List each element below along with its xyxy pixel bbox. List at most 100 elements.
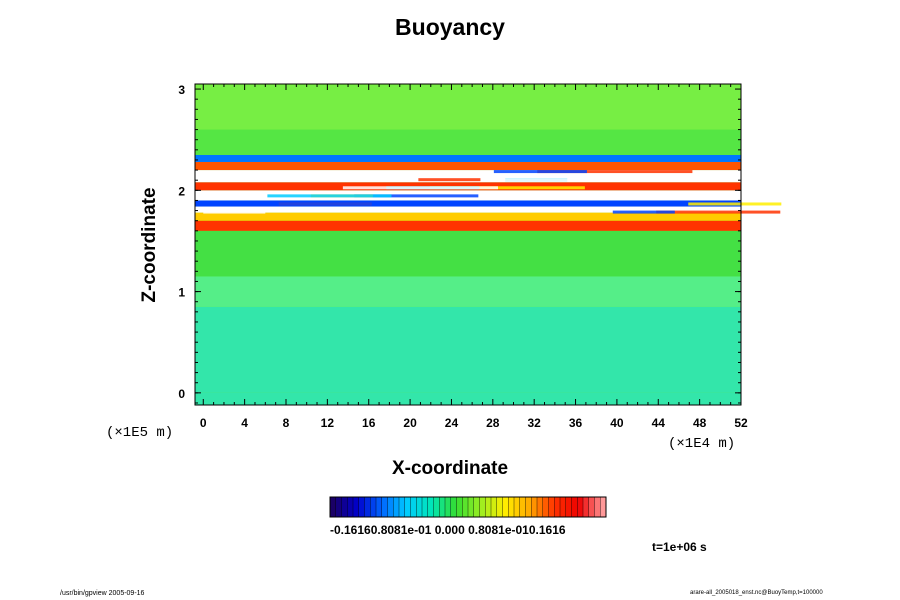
colorbar-cell bbox=[542, 497, 549, 517]
x-tick-label: 20 bbox=[403, 416, 417, 430]
colorbar-border bbox=[329, 496, 607, 518]
footer-left: /usr/bin/gpview 2005-09-16 bbox=[60, 590, 145, 597]
colorbar-cell bbox=[583, 497, 590, 517]
colorbar-cell bbox=[519, 497, 526, 517]
plot-frame bbox=[194, 83, 742, 406]
x-tick-label: 40 bbox=[610, 416, 624, 430]
colorbar-cell bbox=[347, 497, 354, 517]
field-layer bbox=[195, 129, 741, 155]
field-layer bbox=[195, 170, 741, 183]
colorbar-cell bbox=[525, 497, 532, 517]
field-layer bbox=[195, 276, 741, 307]
colorbar-cell bbox=[473, 497, 480, 517]
x-axis-ticks: 0 4 8 12 16 20 24 28 32 36 40 44 48 52 bbox=[200, 84, 748, 430]
field-streak bbox=[612, 210, 675, 214]
y-axis-unit: (×1E5 m) bbox=[106, 425, 174, 441]
colorbar-cell bbox=[330, 497, 337, 517]
plot-border bbox=[194, 83, 742, 406]
colorbar-cell bbox=[548, 497, 555, 517]
colorbar-cell bbox=[594, 497, 601, 517]
field-streak bbox=[461, 178, 586, 182]
colorbar-cell bbox=[600, 497, 607, 517]
field-layer bbox=[195, 200, 741, 207]
field-layer bbox=[195, 230, 741, 277]
field-layer bbox=[195, 84, 741, 130]
y-tick-label: 2 bbox=[178, 184, 185, 198]
colorbar-cell bbox=[491, 497, 498, 517]
colorbar-cell bbox=[381, 497, 388, 517]
colorbar-cell bbox=[560, 497, 567, 517]
y-tick-label: 0 bbox=[178, 387, 185, 401]
chart-title: Buoyancy bbox=[395, 14, 505, 40]
x-tick-label: 36 bbox=[569, 416, 583, 430]
field-layer bbox=[195, 220, 741, 231]
colorbar-cell bbox=[387, 497, 394, 517]
colorbar-cell bbox=[427, 497, 434, 517]
x-tick-label: 28 bbox=[486, 416, 500, 430]
colorbar-cell bbox=[588, 497, 595, 517]
colorbar-cell bbox=[485, 497, 492, 517]
y-axis-ticks: 0 1 2 3 bbox=[178, 83, 741, 404]
colorbar-cell bbox=[571, 497, 578, 517]
x-tick-label: 48 bbox=[693, 416, 707, 430]
field-layer bbox=[195, 306, 741, 393]
field-streak bbox=[656, 210, 781, 214]
x-tick-label: 24 bbox=[445, 416, 459, 430]
colorbar-cell bbox=[468, 497, 475, 517]
colorbar-cell bbox=[450, 497, 457, 517]
x-tick-label: 12 bbox=[321, 416, 335, 430]
field-streak bbox=[342, 186, 498, 190]
colorbar-cell bbox=[416, 497, 423, 517]
colorbar-cell bbox=[479, 497, 486, 517]
colorbar-cell bbox=[577, 497, 584, 517]
field-streak bbox=[493, 170, 587, 174]
x-axis-unit: (×1E4 m) bbox=[668, 436, 736, 452]
y-tick-label: 3 bbox=[178, 83, 185, 97]
colorbar-labels: -0.16160.8081e-01 0.000 0.8081e-010.1616 bbox=[330, 523, 566, 537]
x-tick-label: 16 bbox=[362, 416, 376, 430]
colorbar-cell bbox=[439, 497, 446, 517]
colorbar-cell bbox=[502, 497, 509, 517]
field-streak bbox=[418, 178, 481, 182]
field-streak bbox=[267, 194, 392, 198]
x-tick-label: 52 bbox=[734, 416, 748, 430]
field-streak bbox=[429, 186, 585, 190]
colorbar-cell bbox=[565, 497, 572, 517]
colorbar-cell bbox=[433, 497, 440, 517]
colorbar-cell bbox=[531, 497, 538, 517]
colorbar-cell bbox=[393, 497, 400, 517]
colorbar-cell bbox=[445, 497, 452, 517]
field-streak bbox=[354, 194, 479, 198]
field-streak bbox=[203, 210, 266, 214]
colorbar-cell bbox=[364, 497, 371, 517]
x-tick-label: 8 bbox=[283, 416, 290, 430]
colorbar-cell bbox=[496, 497, 503, 517]
colorbar-cell bbox=[376, 497, 383, 517]
colorbar-cell bbox=[341, 497, 348, 517]
colorbar-cell bbox=[422, 497, 429, 517]
colorbar-cell bbox=[353, 497, 360, 517]
y-tick-label: 1 bbox=[178, 286, 185, 300]
colorbar-cell bbox=[399, 497, 406, 517]
colorbar-cell bbox=[370, 497, 377, 517]
colorbar-cell bbox=[537, 497, 544, 517]
x-tick-label: 4 bbox=[241, 416, 248, 430]
colorbar-cell bbox=[462, 497, 469, 517]
colorbar-cell bbox=[508, 497, 515, 517]
field-streak bbox=[235, 202, 391, 206]
x-tick-label: 32 bbox=[528, 416, 542, 430]
colorbar bbox=[329, 496, 607, 518]
colorbar-cell bbox=[404, 497, 411, 517]
colorbar-cell bbox=[554, 497, 561, 517]
colorbar-cell bbox=[456, 497, 463, 517]
field-layer bbox=[195, 212, 741, 221]
field-layer bbox=[195, 206, 741, 213]
field-layer bbox=[195, 154, 741, 162]
colorbar-cell bbox=[358, 497, 365, 517]
field-layer bbox=[195, 392, 741, 405]
colorbar-cell bbox=[514, 497, 521, 517]
x-axis-label: X-coordinate bbox=[391, 458, 509, 479]
y-axis-label: Z-coordinate bbox=[139, 187, 160, 303]
x-tick-label: 0 bbox=[200, 416, 207, 430]
